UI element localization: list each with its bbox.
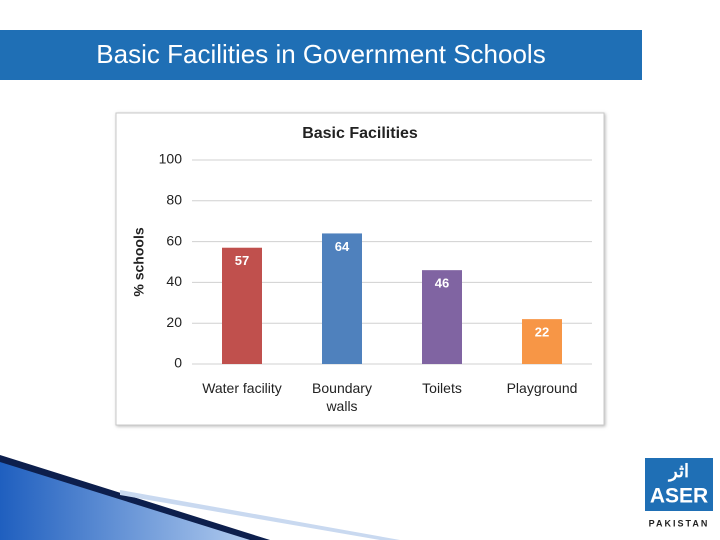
bar xyxy=(222,247,262,364)
logo-country: PAKISTAN xyxy=(649,518,710,528)
y-axis-label: % schools xyxy=(131,227,147,296)
slide-title: Basic Facilities in Government Schools xyxy=(96,39,545,69)
data-label: 46 xyxy=(435,276,449,291)
x-tick-label: Toilets xyxy=(422,380,462,396)
y-tick-label: 80 xyxy=(166,192,182,208)
logo-name: ASER xyxy=(650,485,708,508)
data-label: 64 xyxy=(335,239,350,254)
decor-swoosh-light xyxy=(120,490,400,540)
x-tick-label: Playground xyxy=(506,380,578,396)
y-tick-label: 0 xyxy=(174,355,182,371)
logo-box xyxy=(645,458,713,511)
y-tick-label: 60 xyxy=(166,232,182,248)
bar xyxy=(322,233,362,364)
y-tick-label: 40 xyxy=(166,273,182,289)
y-tick-label: 20 xyxy=(166,314,182,330)
bar xyxy=(522,319,562,364)
data-label: 57 xyxy=(235,253,249,268)
x-tick-label: Water facility xyxy=(202,380,282,396)
x-tick-label: Boundary walls xyxy=(312,380,372,414)
bar xyxy=(422,270,462,364)
title-banner xyxy=(0,30,642,80)
data-label: 22 xyxy=(535,325,549,340)
logo-urdu: اثر xyxy=(667,461,689,482)
y-tick-label: 100 xyxy=(159,151,183,167)
chart-title: Basic Facilities xyxy=(302,125,418,142)
